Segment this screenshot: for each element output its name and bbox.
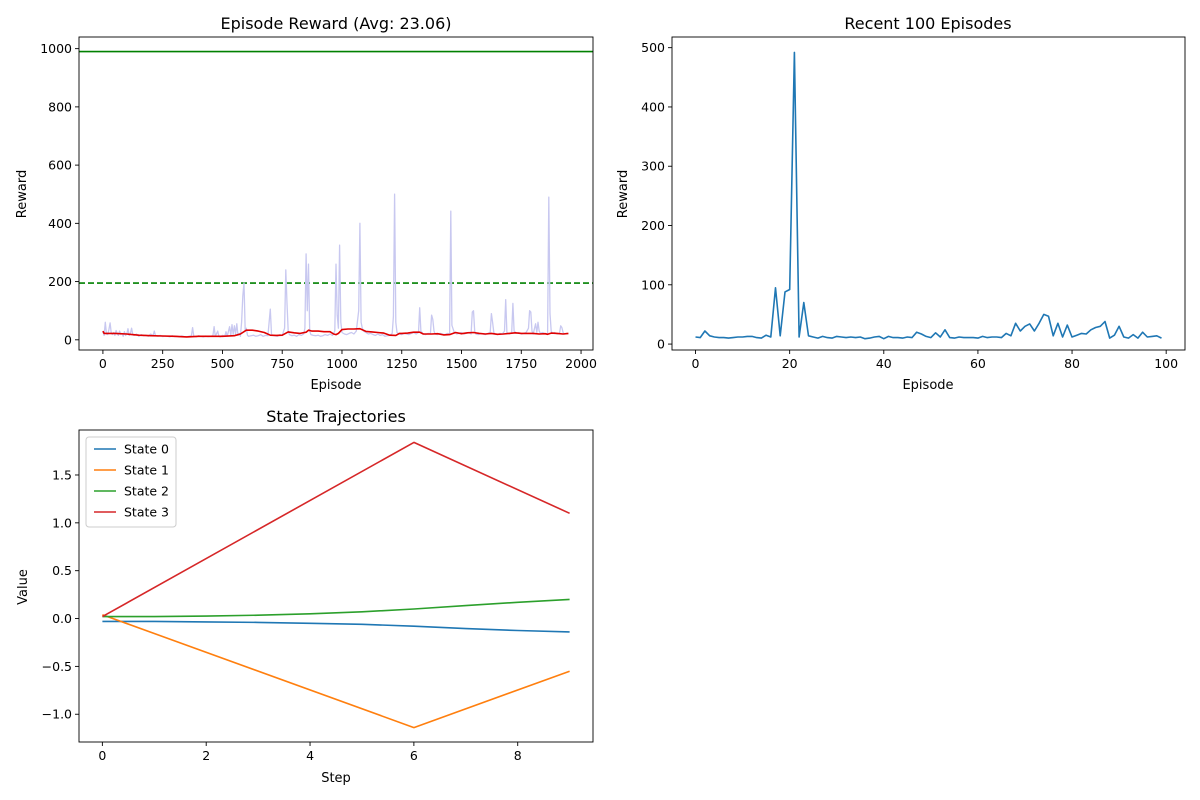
panel-title: State Trajectories (266, 407, 406, 426)
series-line-state-2 (102, 598, 570, 618)
y-axis-label: Reward (15, 170, 30, 218)
y-tick-label: 800 (48, 99, 72, 114)
x-tick-label: 0 (98, 748, 106, 763)
chart-episode_reward: 0 250 500 750 1000 1250 1500 1750 2000 0 200 400 600… (40, 36, 597, 371)
y-tick-label: 400 (641, 99, 665, 114)
legend-box (85, 436, 177, 528)
x-axis-label: Step (321, 771, 351, 786)
y-tick-label: 200 (48, 274, 72, 289)
x-tick-label: 0 (692, 356, 700, 371)
y-tick-label: 1000 (40, 41, 72, 56)
x-axis-label: Episode (310, 378, 361, 393)
x-tick-label: 2000 (565, 356, 597, 371)
x-tick-label: 500 (211, 356, 235, 371)
y-tick-label: −1.0 (42, 707, 72, 722)
legend-label: State 1 (124, 463, 169, 478)
y-tick-label: 600 (48, 158, 72, 173)
plot-frame (671, 36, 1186, 351)
series-line-0 (695, 51, 1162, 340)
panel-episode-reward: Episode Reward (Avg: 23.06) Episode Rewa… (15, 14, 452, 393)
x-tick-label: 1750 (505, 356, 537, 371)
x-tick-label: 750 (270, 356, 294, 371)
y-axis-label: Reward (616, 170, 631, 218)
legend-label: State 2 (124, 484, 169, 499)
legend-label: State 3 (124, 505, 169, 520)
plot-area (695, 51, 1162, 340)
legend: State 0 State 1 State 2 State 3 (85, 436, 177, 528)
y-tick-label: 0 (64, 332, 72, 347)
y-tick-label: 500 (641, 40, 665, 55)
y-tick-label: 300 (641, 159, 665, 174)
x-axis-label: Episode (902, 378, 953, 393)
panel-recent-100: Recent 100 Episodes Episode Reward (616, 14, 1012, 393)
y-tick-label: 400 (48, 216, 72, 231)
panel-state-trajectories: State Trajectories Step Value (16, 407, 406, 786)
y-tick-label: 100 (641, 277, 665, 292)
y-tick-label: 0.5 (52, 563, 72, 578)
y-tick-label: 0.0 (52, 611, 72, 626)
x-tick-label: 2 (202, 748, 210, 763)
x-tick-label: 0 (99, 356, 107, 371)
x-tick-label: 8 (514, 748, 522, 763)
x-tick-label: 6 (410, 748, 418, 763)
panel-title: Episode Reward (Avg: 23.06) (221, 14, 452, 33)
x-tick-label: 1500 (446, 356, 478, 371)
x-tick-label: 250 (151, 356, 175, 371)
x-tick-label: 80 (1064, 356, 1080, 371)
y-tick-label: 0 (657, 337, 665, 352)
plot-frame (78, 36, 594, 351)
plot-area (79, 50, 593, 338)
series-line-state-3 (102, 441, 570, 618)
chart-recent_100: 0 20 40 60 80 100 0 100 200 300 400 500 (641, 36, 1186, 371)
x-tick-label: 4 (306, 748, 314, 763)
x-tick-label: 100 (1154, 356, 1178, 371)
x-tick-label: 1250 (386, 356, 418, 371)
y-tick-label: −0.5 (42, 659, 72, 674)
y-axis-label: Value (16, 569, 31, 605)
y-tick-label: 1.0 (52, 515, 72, 530)
series-line-state-0 (102, 620, 570, 633)
y-tick-label: 1.5 (52, 467, 72, 482)
plot-frame (78, 429, 594, 743)
plot-area (102, 441, 570, 729)
x-tick-label: 1000 (326, 356, 358, 371)
y-tick-label: 200 (641, 218, 665, 233)
panel-title: Recent 100 Episodes (844, 14, 1011, 33)
x-tick-label: 40 (876, 356, 892, 371)
x-tick-label: 60 (970, 356, 986, 371)
series-line-state-1 (102, 613, 570, 729)
legend-label: State 0 (124, 442, 169, 457)
x-tick-label: 20 (782, 356, 798, 371)
series-line-moving-average (102, 327, 569, 338)
